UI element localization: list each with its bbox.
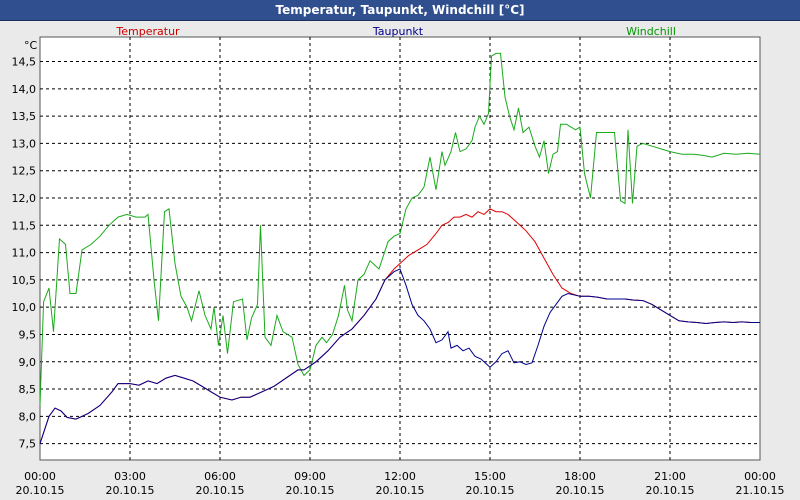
x-tick-date: 20.10.15 — [646, 484, 695, 497]
x-tick-time: 12:00 — [384, 470, 416, 483]
x-tick-date: 21.10.15 — [736, 484, 785, 497]
x-tick-date: 20.10.15 — [286, 484, 335, 497]
y-tick-label: 11,0 — [12, 247, 37, 260]
series-line-windchill — [39, 52, 761, 406]
y-tick-label: 11,5 — [12, 219, 37, 232]
y-tick-label: 12,5 — [12, 165, 37, 178]
grid — [40, 37, 760, 460]
legend-entry-taupunkt: Taupunkt — [372, 25, 424, 38]
y-tick-label: 13,0 — [12, 137, 37, 150]
x-tick-time: 03:00 — [114, 470, 146, 483]
legend: Temperatur Taupunkt Windchill — [115, 25, 676, 38]
x-tick-time: 06:00 — [204, 470, 236, 483]
legend-entry-temperatur: Temperatur — [115, 25, 180, 38]
series-layer — [39, 52, 761, 444]
y-tick-label: 8,0 — [19, 410, 37, 423]
y-tick-label: 8,5 — [19, 383, 37, 396]
y-tick-label: 9,0 — [19, 356, 37, 369]
y-tick-label: 10,0 — [12, 301, 37, 314]
y-axis-label: °C — [24, 39, 38, 52]
y-tick-label: 14,0 — [12, 83, 37, 96]
x-tick-time: 09:00 — [294, 470, 326, 483]
x-tick-time: 21:00 — [654, 470, 686, 483]
axes: 7,5 8,0 8,5 9,0 9,5 10,0 10,5 11,0 11,5 12,0 12,5 1… — [12, 39, 785, 497]
y-tick-label: 7,5 — [19, 438, 37, 451]
chart-title: Temperatur, Taupunkt, Windchill [°C] — [0, 0, 800, 21]
y-tick-label: 12,0 — [12, 192, 37, 205]
x-tick-date: 20.10.15 — [376, 484, 425, 497]
series-line-taupunkt — [39, 268, 760, 444]
x-tick-date: 20.10.15 — [16, 484, 65, 497]
x-tick-date: 20.10.15 — [466, 484, 515, 497]
legend-entry-windchill: Windchill — [626, 25, 676, 38]
x-tick-time: 18:00 — [564, 470, 596, 483]
x-tick-date: 20.10.15 — [556, 484, 605, 497]
x-tick-date: 20.10.15 — [106, 484, 155, 497]
y-tick-label: 10,5 — [12, 274, 37, 287]
y-tick-label: 9,5 — [19, 328, 37, 341]
x-tick-time: 00:00 — [744, 470, 776, 483]
y-tick-label: 14,5 — [12, 56, 37, 69]
x-tick-time: 15:00 — [474, 470, 506, 483]
x-tick-time: 00:00 — [24, 470, 56, 483]
x-tick-date: 20.10.15 — [196, 484, 245, 497]
y-tick-label: 13,5 — [12, 110, 37, 123]
